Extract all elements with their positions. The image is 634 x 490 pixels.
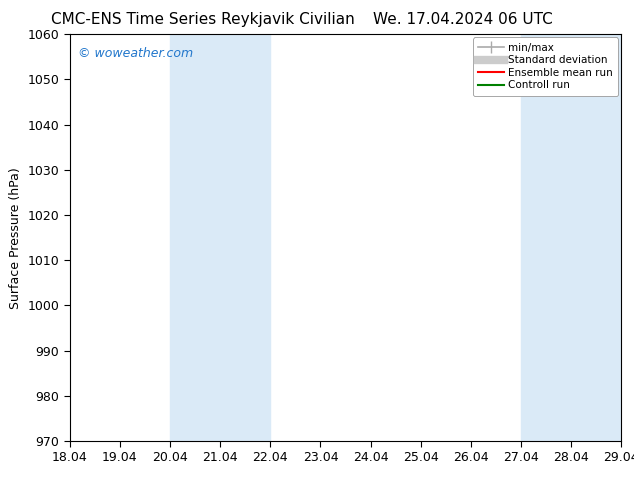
Y-axis label: Surface Pressure (hPa): Surface Pressure (hPa)	[9, 167, 22, 309]
Text: © woweather.com: © woweather.com	[78, 47, 193, 59]
Text: CMC-ENS Time Series Reykjavik Civilian: CMC-ENS Time Series Reykjavik Civilian	[51, 12, 355, 27]
Bar	[521, 34, 621, 441]
Bar	[170, 34, 270, 441]
Legend: min/max, Standard deviation, Ensemble mean run, Controll run: min/max, Standard deviation, Ensemble me…	[473, 37, 618, 96]
Text: We. 17.04.2024 06 UTC: We. 17.04.2024 06 UTC	[373, 12, 553, 27]
